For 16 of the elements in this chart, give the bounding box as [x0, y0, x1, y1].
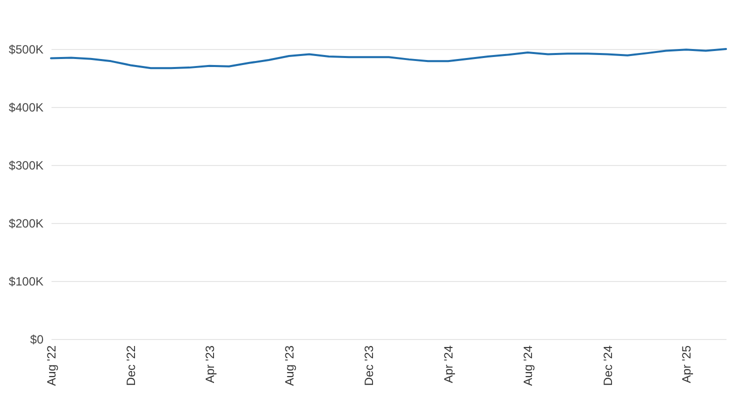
y-tick-label: $300K — [8, 158, 44, 172]
x-tick-label: Apr '23 — [202, 345, 217, 384]
x-tick-label: Dec '22 — [124, 345, 138, 386]
x-tick-label: Aug '22 — [44, 345, 58, 386]
x-tick-label: Aug '24 — [521, 345, 536, 386]
y-tick-label: $400K — [8, 100, 44, 114]
x-tick-label: Apr '25 — [680, 345, 694, 384]
line-series — [50, 48, 727, 70]
y-tick-label: $0 — [30, 332, 44, 346]
x-tick-label: Dec '23 — [362, 345, 376, 386]
y-tick-label: $200K — [8, 216, 44, 230]
y-tick-label: $500K — [8, 42, 44, 56]
x-tick-label: Aug '23 — [282, 345, 297, 386]
y-tick-label: $100K — [8, 274, 44, 288]
x-tick-label: Dec '24 — [600, 345, 615, 386]
x-tick-label: Apr '24 — [442, 345, 456, 384]
